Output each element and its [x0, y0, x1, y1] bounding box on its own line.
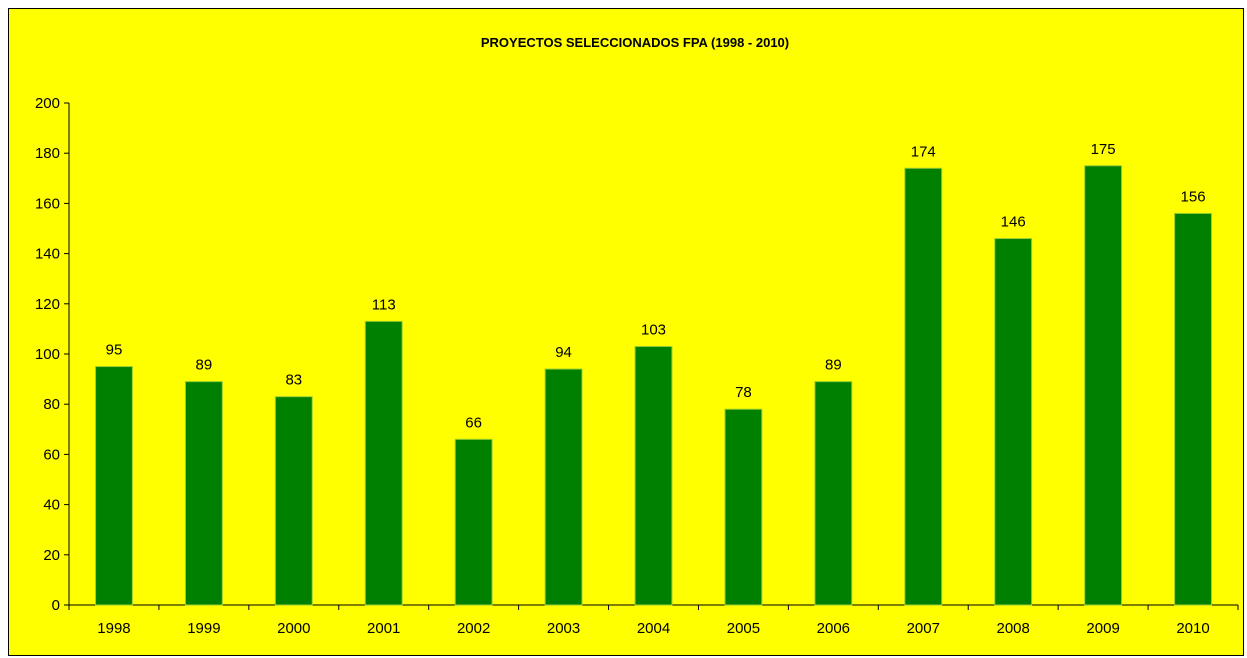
x-tick-label-2008: 2008	[997, 620, 1030, 637]
y-axis: 0 20 40 60 80 100 120 140 160 180 200	[35, 95, 70, 614]
chart-container: PROYECTOS SELECCIONADOS FPA (1998 - 2010…	[8, 8, 1244, 656]
data-label-2000: 83	[285, 372, 302, 389]
x-axis: 1998 1999 2000 2001 2002 2003 2004 2005 2006 2007…	[68, 604, 1239, 637]
x-tick-label-2004: 2004	[637, 620, 670, 637]
bar-2002	[454, 438, 493, 606]
data-label-1998: 95	[106, 342, 123, 359]
bar-2006	[814, 381, 853, 606]
y-tick-label: 140	[35, 246, 60, 263]
bar-2001	[364, 320, 403, 606]
y-tick-label: 80	[43, 396, 60, 413]
x-tick-label-2003: 2003	[547, 620, 580, 637]
x-tick-label-2009: 2009	[1086, 620, 1119, 637]
bar-2007	[904, 167, 943, 606]
y-tick-label: 160	[35, 195, 60, 212]
data-labels: 95 89 83 113 66 94 103 78 89 174 146 175 156	[106, 141, 1206, 432]
data-label-2009: 175	[1091, 141, 1116, 158]
x-tick-label-2002: 2002	[457, 620, 490, 637]
bar-2000	[274, 396, 313, 606]
data-label-1999: 89	[196, 357, 213, 374]
bar-2003	[544, 368, 583, 606]
data-label-2006: 89	[825, 357, 842, 374]
bar-1999	[184, 381, 223, 606]
y-tick-label: 120	[35, 296, 60, 313]
data-label-2010: 156	[1181, 188, 1206, 205]
y-tick-label: 0	[52, 597, 60, 614]
x-tick-label-1998: 1998	[97, 620, 130, 637]
data-label-2004: 103	[641, 321, 666, 338]
bar-1998	[95, 366, 133, 606]
data-label-2007: 174	[911, 143, 936, 160]
x-tick-label-2010: 2010	[1176, 620, 1209, 637]
bar-chart: PROYECTOS SELECCIONADOS FPA (1998 - 2010…	[35, 35, 1239, 637]
data-label-2002: 66	[465, 414, 482, 431]
bar-2010	[1174, 212, 1212, 606]
bar-2008	[994, 238, 1033, 606]
data-label-2003: 94	[555, 344, 572, 361]
bars	[95, 165, 1212, 606]
x-tick-label-2000: 2000	[277, 620, 310, 637]
bar-2004	[634, 345, 673, 606]
data-label-2008: 146	[1001, 214, 1026, 231]
y-tick-label: 180	[35, 145, 60, 162]
y-tick-label: 100	[35, 346, 60, 363]
data-label-2001: 113	[372, 296, 396, 313]
data-label-2005: 78	[735, 384, 752, 401]
y-tick-label: 40	[43, 497, 60, 514]
x-tick-label-2001: 2001	[367, 620, 400, 637]
y-tick-label: 60	[43, 446, 60, 463]
x-tick-label-2005: 2005	[727, 620, 760, 637]
x-tick-label-2006: 2006	[817, 620, 850, 637]
x-tick-label-1999: 1999	[187, 620, 220, 637]
x-tick-label-2007: 2007	[907, 620, 940, 637]
bar-2005	[724, 408, 763, 606]
y-tick-label: 200	[35, 95, 60, 112]
bar-2009	[1084, 165, 1123, 606]
y-tick-label: 20	[43, 547, 60, 564]
chart-title: PROYECTOS SELECCIONADOS FPA (1998 - 2010…	[481, 35, 789, 50]
